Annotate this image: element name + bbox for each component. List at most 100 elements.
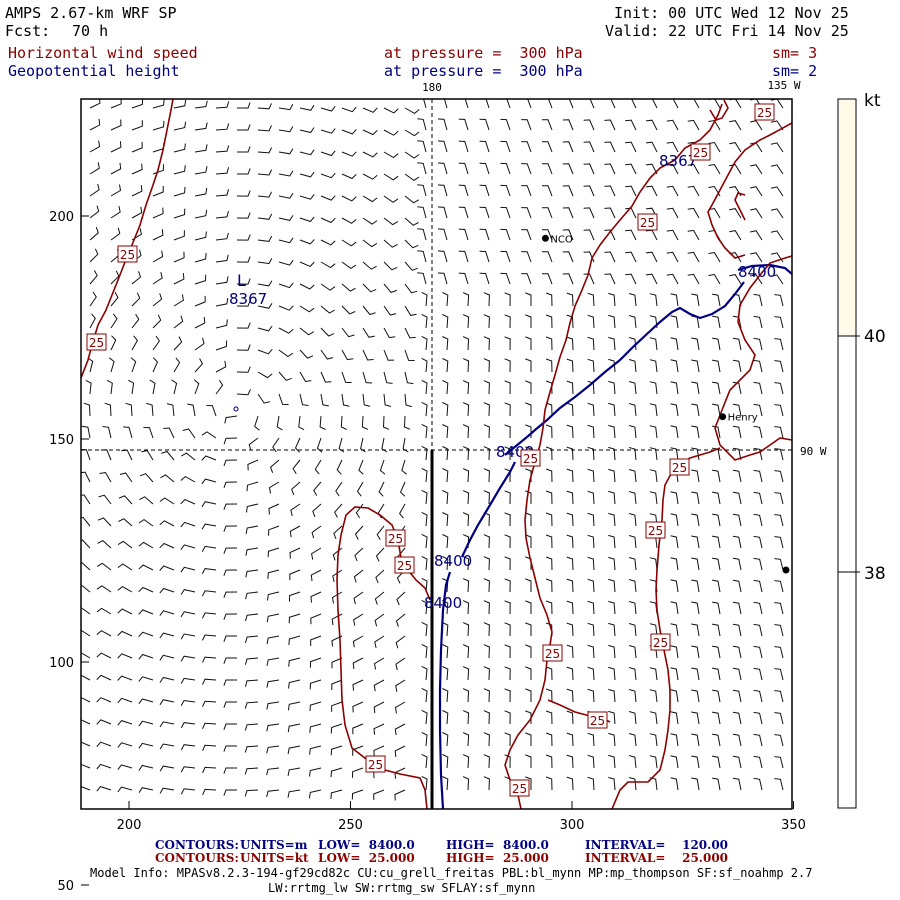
wind-barb — [237, 102, 251, 109]
station-label: NCO — [550, 234, 572, 245]
wind-barb — [330, 723, 343, 734]
wind-barb — [87, 357, 94, 373]
wind-barb — [201, 568, 217, 575]
parallel-90w-label: 90 W — [800, 445, 827, 458]
wind-barb — [545, 600, 553, 615]
wind-barb — [670, 381, 679, 395]
wind-barb — [712, 293, 721, 307]
wind-barb — [288, 679, 301, 689]
wind-barb — [562, 207, 574, 219]
wind-barb — [110, 335, 117, 351]
wind-barb — [525, 776, 532, 790]
wind-barb — [442, 402, 449, 417]
wind-barb — [374, 591, 385, 605]
wind-barb — [341, 393, 350, 407]
wind-barb — [608, 468, 616, 483]
wind-barb — [708, 163, 721, 175]
wind-barb — [421, 533, 428, 549]
model-info-line-1: Model Info: MPASv8.2.3-194-gf29cd82c CU:… — [90, 866, 813, 880]
speed-contour-label: 25 — [512, 782, 527, 796]
wind-barb — [89, 140, 101, 153]
wind-barb — [462, 710, 470, 725]
wind-barb — [374, 635, 385, 649]
wind-barb — [732, 733, 742, 747]
wind-barb — [504, 622, 511, 637]
colorbar-unit: kt — [864, 91, 881, 111]
wind-barb — [299, 261, 315, 267]
wind-barb — [201, 501, 217, 508]
wind-barb — [437, 118, 448, 131]
wind-barb — [244, 657, 259, 665]
wind-barb — [299, 216, 315, 223]
wind-barb — [131, 313, 140, 329]
wind-barb — [774, 360, 784, 373]
wind-barb — [442, 556, 449, 571]
wind-barb — [310, 569, 322, 582]
wind-barb — [299, 283, 315, 290]
wind-barb — [712, 315, 721, 329]
wind-barb — [458, 140, 469, 153]
wind-barb — [341, 305, 356, 315]
wind-barb — [691, 381, 700, 395]
wind-barb — [753, 535, 763, 549]
wind-barb — [608, 688, 616, 703]
wind-barb — [645, 229, 658, 241]
wind-barb — [117, 697, 133, 704]
wind-barb — [341, 349, 354, 361]
wind-barb — [774, 778, 784, 791]
wind-barb — [336, 459, 343, 475]
wind-barb — [236, 212, 251, 219]
wind-barb — [753, 425, 763, 439]
wind-barb — [417, 162, 427, 175]
wind-barb — [402, 437, 409, 453]
wind-barb — [587, 644, 595, 659]
wind-barb — [753, 711, 763, 725]
wind-barb — [670, 293, 679, 307]
wind-barb — [417, 206, 427, 219]
footer-height-interval: INTERVAL= 120.00 — [585, 838, 729, 852]
speed-contour-label-box — [394, 556, 415, 574]
wind-barb — [545, 666, 553, 681]
wind-barb — [311, 547, 322, 560]
wind-barb — [504, 380, 511, 395]
wind-barb — [173, 273, 185, 285]
wind-barb — [173, 336, 183, 351]
wind-barb — [687, 163, 700, 175]
wind-barb — [128, 379, 135, 395]
wind-barb — [396, 591, 406, 606]
wind-barb — [223, 525, 238, 532]
wind-barb — [504, 490, 511, 505]
wind-barb — [753, 513, 763, 527]
wind-barb — [334, 503, 343, 518]
wind-barb — [608, 578, 616, 593]
wind-barb — [587, 754, 595, 769]
wind-barb — [173, 143, 186, 153]
height-contours — [438, 263, 792, 809]
wind-barb — [649, 689, 658, 703]
height-label: 8400 — [738, 263, 776, 281]
wind-barb — [587, 732, 595, 747]
wind-barb — [442, 754, 449, 769]
valid-time: Valid: 22 UTC Fri 14 Nov 25 — [605, 22, 849, 40]
wind-barb — [483, 292, 490, 307]
wind-barb — [462, 666, 470, 681]
wind-barb — [288, 635, 301, 646]
wind-barb — [483, 490, 490, 505]
wind-barb — [362, 261, 377, 270]
wind-barb — [266, 701, 280, 710]
wind-barb — [525, 380, 532, 394]
wind-barb — [417, 250, 427, 263]
wind-barb — [81, 674, 91, 681]
wind-barb — [244, 701, 259, 709]
wind-barb — [287, 701, 301, 711]
wind-barb — [479, 140, 490, 153]
wind-barb — [89, 183, 100, 197]
wind-barb — [625, 163, 637, 175]
wind-barb — [138, 609, 154, 615]
wind-barb — [237, 146, 251, 153]
wind-barb — [96, 630, 112, 637]
wind-barb — [355, 503, 364, 519]
height-label: 8367 — [229, 290, 267, 308]
wind-barb — [194, 358, 204, 373]
wind-barb — [566, 402, 574, 417]
